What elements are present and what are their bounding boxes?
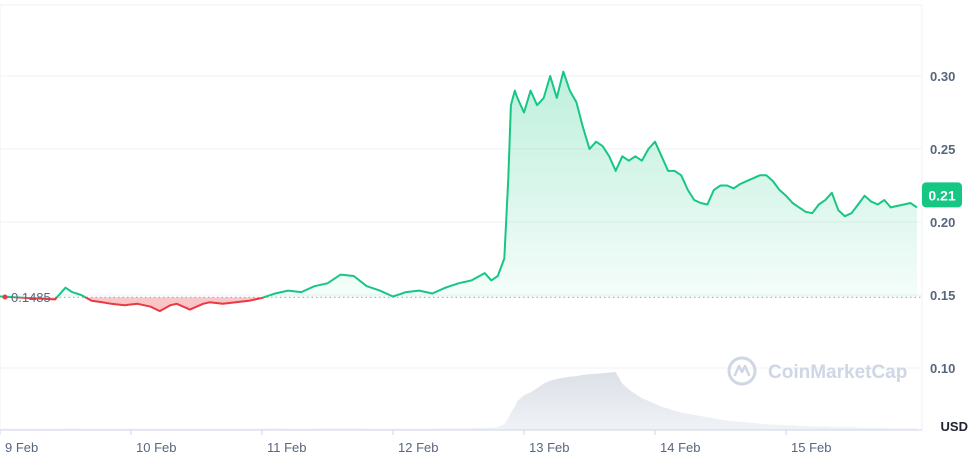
watermark: CoinMarketCap [727, 356, 907, 386]
coinmarketcap-logo-icon [727, 356, 757, 386]
baseline-marker [2, 294, 8, 300]
baseline-value: 0.1485 [11, 290, 51, 305]
price-area [0, 71, 917, 312]
current-price-value: 0.21 [928, 187, 955, 203]
price-area-down [0, 297, 917, 312]
price-line[interactable] [0, 70, 918, 313]
x-tick-label: 14 Feb [660, 440, 700, 455]
y-tick-label: 0.30 [930, 69, 955, 84]
x-tick-label: 15 Feb [791, 440, 831, 455]
baseline-label: 0.1485 [2, 290, 51, 305]
y-tick-label: 0.10 [930, 361, 955, 376]
y-tick-label: 0.15 [930, 288, 955, 303]
volume-area [0, 372, 917, 430]
x-tick-label: 10 Feb [136, 440, 176, 455]
y-axis: 0.30 0.25 0.20 0.15 0.10 [930, 69, 955, 376]
x-tick-label: 12 Feb [398, 440, 438, 455]
current-price-badge-bg [922, 182, 962, 208]
y-tick-label: 0.20 [930, 215, 955, 230]
price-line-up[interactable] [0, 70, 918, 312]
y-tick-label: 0.25 [930, 142, 955, 157]
x-tick-label: 9 Feb [5, 440, 38, 455]
price-line-down[interactable] [0, 72, 917, 313]
x-tick-label: 11 Feb [267, 440, 307, 455]
volume-area-path [0, 372, 917, 430]
x-axis: 9 Feb 10 Feb 11 Feb 12 Feb 13 Feb 14 Feb 15 Fe… [0, 429, 922, 455]
current-price-badge: 0.21 [922, 182, 962, 208]
watermark-text: CoinMarketCap [768, 362, 907, 383]
x-tick-label: 13 Feb [529, 440, 569, 455]
currency-label: USD [941, 419, 968, 434]
price-area-up [0, 71, 917, 298]
